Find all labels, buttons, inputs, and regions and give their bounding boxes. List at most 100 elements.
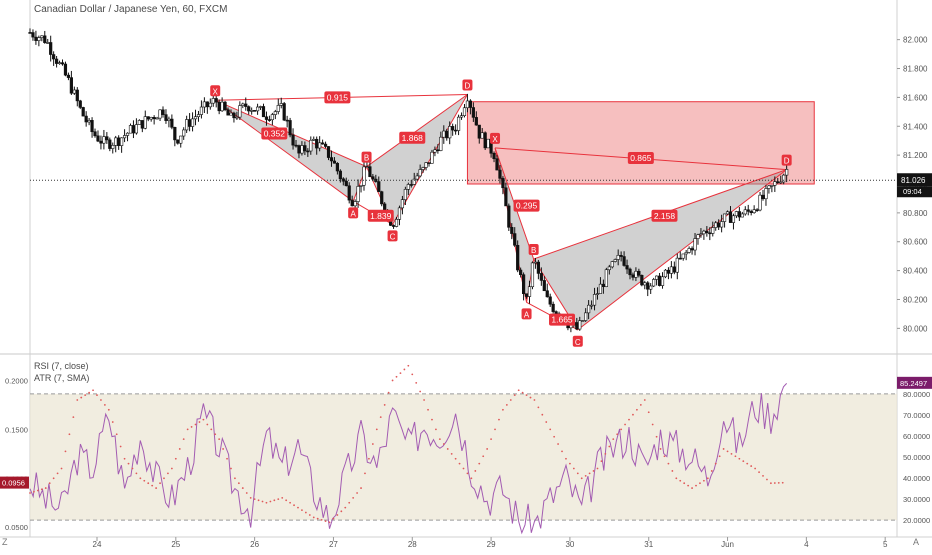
candle-body	[356, 186, 360, 202]
atr-dot	[336, 514, 339, 516]
atr-dot	[139, 477, 142, 480]
ratio-box	[367, 209, 394, 222]
candle-body	[498, 169, 502, 179]
candle-body	[663, 269, 668, 278]
atr-dot	[738, 457, 741, 460]
candle-body	[758, 194, 762, 211]
atr-dot	[762, 474, 764, 477]
ratio-box	[513, 199, 540, 212]
atr-dot	[584, 474, 587, 477]
atr-dot	[671, 470, 674, 472]
candle-body	[492, 152, 496, 160]
candle-body	[353, 201, 357, 207]
atr-dot	[679, 479, 682, 482]
atr-dot	[155, 487, 158, 489]
candle-body	[495, 158, 499, 171]
candle-body	[708, 232, 712, 235]
candle-body	[657, 275, 662, 286]
candle-body	[371, 176, 375, 180]
atr-dot	[304, 511, 307, 514]
time-tick-label: Jun	[721, 540, 734, 549]
candle-body	[785, 169, 789, 176]
atr-dot	[92, 389, 94, 392]
candle-body	[238, 105, 242, 118]
candle-body	[66, 74, 71, 78]
atr-dot	[340, 510, 343, 513]
atr-dot	[159, 482, 161, 485]
candle-body	[205, 101, 209, 108]
atr-dot	[352, 496, 355, 499]
atr-dot	[628, 418, 630, 421]
atr-dot	[742, 460, 745, 463]
atr-dot	[726, 450, 729, 453]
candle-body	[279, 103, 283, 106]
candle-body	[34, 36, 38, 41]
atr-dot	[44, 487, 47, 489]
candle-body	[513, 233, 517, 246]
ratio-box	[627, 152, 654, 165]
candle-body	[49, 42, 53, 55]
candle-body	[90, 120, 94, 133]
pattern-point-label: X	[492, 135, 498, 144]
atr-dot	[446, 448, 449, 450]
candle-body	[773, 181, 777, 186]
candle-body	[690, 248, 694, 251]
ratio-label: 0.865	[630, 153, 652, 163]
candle-body	[365, 166, 369, 168]
price-tick-label: 80.800	[903, 209, 928, 218]
candle-body	[208, 102, 212, 108]
candle-body	[173, 126, 177, 141]
candle-body	[575, 322, 579, 330]
atr-dot	[659, 448, 662, 450]
atr-dot	[702, 479, 705, 482]
atr-dot	[115, 433, 118, 436]
candle-body	[619, 254, 623, 257]
candle-body	[125, 132, 130, 136]
candle-body	[684, 252, 688, 255]
atr-dot	[131, 467, 134, 470]
candle-body	[675, 257, 679, 273]
candle-body	[578, 320, 582, 330]
candle-body	[451, 126, 455, 131]
atr-dot	[72, 416, 75, 419]
candle-body	[250, 110, 254, 112]
candle-body	[267, 119, 272, 121]
time-tick-label: 25	[171, 540, 180, 549]
atr-dot	[387, 391, 390, 394]
corner-right-icon[interactable]: A	[913, 537, 920, 547]
candle-body	[616, 254, 620, 260]
candle-body	[161, 109, 165, 115]
atr-dot	[608, 445, 611, 448]
rsi-value-label: 85.2497	[900, 379, 927, 388]
candle-body	[182, 129, 186, 137]
candle-body	[678, 257, 682, 260]
candle-body	[693, 238, 697, 251]
candle-body	[122, 135, 127, 139]
rsi-tick-label: 40.0000	[903, 474, 930, 483]
pattern-point-label: D	[465, 82, 471, 91]
atr-dot	[411, 373, 414, 376]
candle-body	[347, 185, 351, 201]
pattern-point-label: B	[531, 246, 536, 255]
atr-dot	[88, 391, 91, 394]
candle-body	[415, 175, 419, 180]
price-tick-label: 80.000	[903, 324, 928, 333]
atr-dot	[52, 477, 55, 480]
pattern-point-box	[528, 244, 539, 256]
candle-body	[235, 116, 239, 119]
candle-body	[554, 311, 558, 314]
corner-left-icon[interactable]: Z	[2, 537, 8, 547]
atr-dot	[371, 443, 374, 445]
candle-body	[102, 136, 106, 144]
atr-dot	[435, 428, 437, 431]
atr-dot	[356, 492, 358, 494]
atr-dot	[234, 477, 236, 480]
candle-body	[220, 101, 224, 112]
candle-body	[190, 118, 195, 127]
atr-dot	[399, 372, 402, 375]
atr-dot	[261, 500, 264, 503]
atr-dot	[624, 423, 626, 426]
candle-body	[241, 103, 245, 106]
